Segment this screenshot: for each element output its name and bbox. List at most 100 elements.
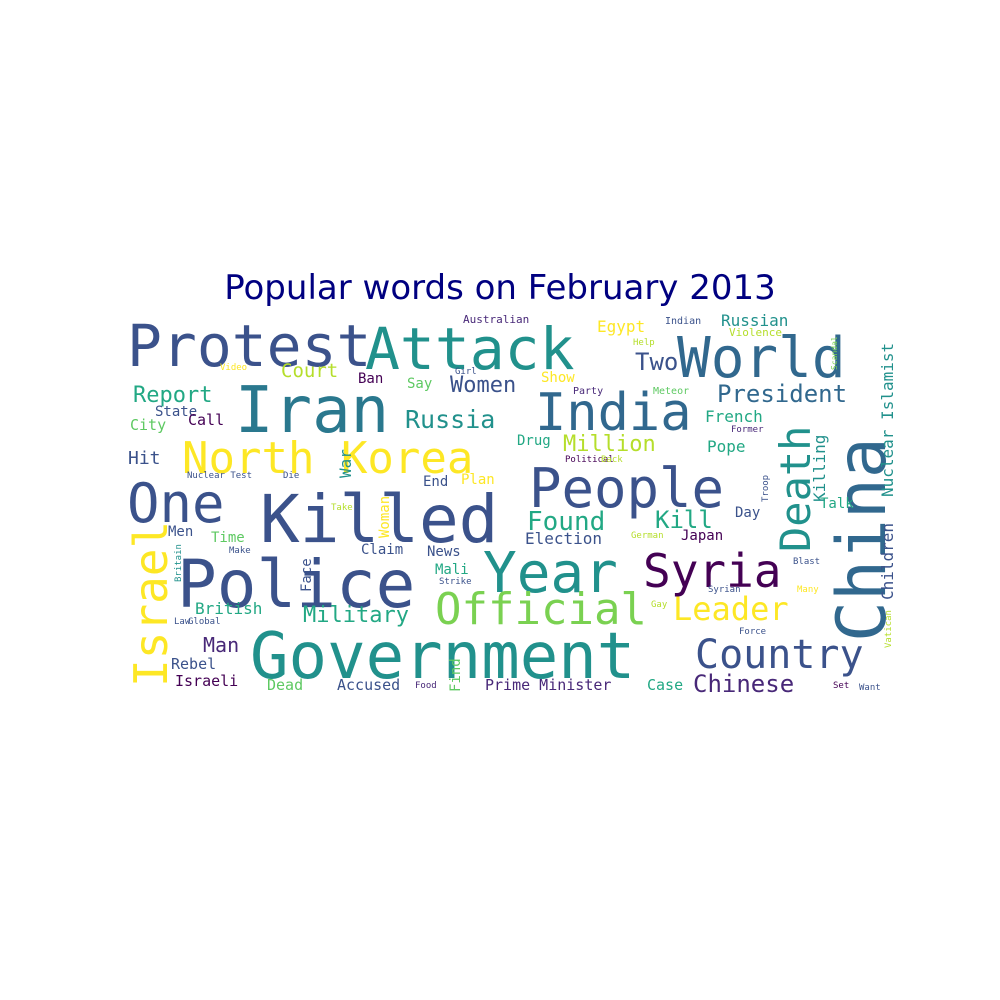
word-kill: Kill [655,506,713,534]
word-ban: Ban [358,371,383,387]
word-die: Die [283,471,299,481]
word-help: Help [633,338,655,348]
word-found: Found [527,507,605,537]
word-syria: Syria [643,544,781,598]
word-political: Political [565,455,614,465]
word-drug: Drug [517,433,551,449]
word-russian: Russian [721,312,788,330]
word-court: Court [281,360,338,382]
word-government: Government [250,620,635,694]
word-death: Death [771,426,820,552]
word-iran: Iran [235,374,389,448]
word-set: Set [833,681,849,691]
word-state: State [155,404,197,420]
word-troop: Troop [761,475,771,502]
word-hit: Hit [128,448,161,469]
word-want: Want [859,683,881,693]
word-global: Global [188,617,221,627]
word-girl: Girl [455,367,477,377]
word-leader: Leader [673,590,789,628]
word-take: Take [331,503,353,513]
word-japan: Japan [681,528,723,544]
word-war: War [336,449,355,478]
word-claim: Claim [361,542,403,558]
word-woman: Woman [377,496,393,538]
word-country: Country [695,632,864,678]
word-mali: Mali [435,562,469,578]
word-food: Food [415,681,437,691]
word-million: Million [563,432,656,457]
word-russia: Russia [405,405,495,434]
word-britain: Britain [174,544,184,582]
word-israeli: Israeli [175,672,238,690]
word-party: Party [573,386,603,397]
word-scandal: Scandal [830,336,839,370]
word-australian: Australian [463,313,529,326]
word-pope: Pope [707,437,746,456]
chart-title: Popular words on February 2013 [224,268,776,308]
word-rebel: Rebel [171,655,216,673]
word-blast: Blast [793,557,820,567]
word-talk: Talk [820,496,854,512]
word-killing: Killing [810,435,829,502]
word-many: Many [797,585,819,595]
word-man: Man [203,633,239,657]
word-killed: Killed [260,481,498,558]
word-accused: Accused [337,676,400,694]
word-end: End [423,474,448,490]
word-dead: Dead [267,676,303,694]
word-back: Back [601,455,623,465]
word-make: Make [229,546,251,556]
word-official: Official [435,584,647,635]
word-north-korea: North Korea [182,433,473,484]
word-indian: Indian [665,316,701,327]
word-president: President [717,380,847,408]
word-meteor: Meteor [653,386,689,397]
word-plan: Plan [461,472,495,488]
word-german: German [631,531,664,541]
word-china: China [823,437,893,642]
word-year: Year [483,541,618,606]
word-two: Two [635,348,678,376]
word-world: World [677,326,846,391]
word-women: Women [450,373,516,398]
word-gay: Gay [651,600,668,610]
word-french: French [705,407,763,426]
word-prime-minister: Prime Minister [485,676,611,694]
word-india: India [535,383,692,443]
word-one: One [127,472,225,535]
word-cloud: Protest Attack World Iran India China North Ko… [125,312,893,696]
word-nuclear-test: Nuclear Test [187,471,252,481]
word-israel: Israel [125,521,178,687]
word-former: Former [731,425,764,435]
word-attack: Attack [365,315,575,383]
word-say: Say [407,376,432,392]
word-law: Law [174,617,191,627]
word-call: Call [188,411,224,429]
word-egypt: Egypt [597,317,645,336]
word-people: People [529,457,724,520]
word-protest: Protest [127,312,371,380]
word-british: British [195,599,262,618]
word-face: Face [299,558,315,592]
word-city: City [130,416,166,434]
word-vatican: Vatican [884,610,893,648]
word-case: Case [647,676,683,694]
word-military: Military [303,603,409,628]
word-video: Video [220,363,247,373]
word-report: Report [133,383,212,408]
word-show: Show [541,370,575,386]
word-force: Force [739,627,766,637]
word-chinese: Chinese [693,670,794,696]
word-nuclear-islamist: Nuclear Islamist [878,343,893,497]
word-strike: Strike [439,577,472,587]
word-news: News [427,544,461,560]
word-violence: Violence [729,326,782,339]
word-syrian: Syrian [708,585,741,595]
word-police: Police [177,546,415,623]
word-election: Election [525,529,602,548]
word-find: Find [448,658,464,692]
word-day: Day [735,505,760,521]
word-men: Men [168,524,193,540]
